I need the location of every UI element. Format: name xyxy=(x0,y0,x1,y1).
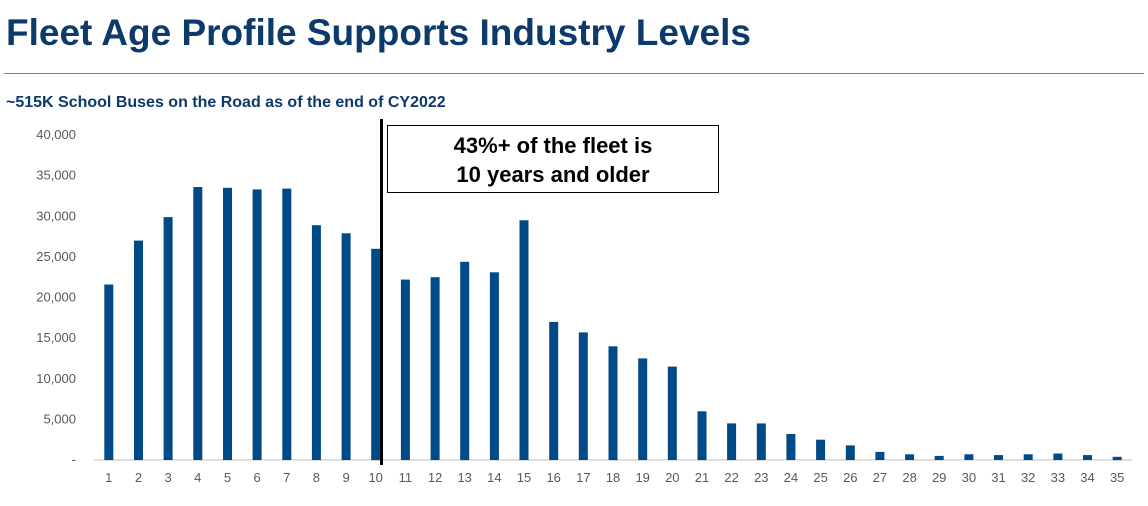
x-tick-label: 25 xyxy=(813,470,827,485)
bar-age-7 xyxy=(282,188,292,460)
chart-subtitle: ~515K School Buses on the Road as of the… xyxy=(6,94,446,111)
x-tick-label: 29 xyxy=(932,470,946,485)
x-tick-label: 20 xyxy=(665,470,679,485)
age-divider-line xyxy=(380,119,383,465)
bar-age-29 xyxy=(934,455,944,460)
bar-age-22 xyxy=(727,423,737,460)
bar-age-8 xyxy=(311,225,321,460)
y-tick-label: 30,000 xyxy=(36,208,76,223)
y-tick-label: 10,000 xyxy=(36,371,76,386)
bar-age-24 xyxy=(786,434,796,460)
bar-age-26 xyxy=(845,445,855,460)
x-tick-label: 9 xyxy=(342,470,349,485)
bar-age-27 xyxy=(875,451,885,460)
bar-age-1 xyxy=(104,284,114,460)
x-tick-label: 24 xyxy=(784,470,798,485)
bar-age-35 xyxy=(1112,456,1122,461)
callout-box: 43%+ of the fleet is 10 years and older xyxy=(387,125,719,193)
x-tick-label: 12 xyxy=(428,470,442,485)
x-tick-label: 15 xyxy=(517,470,531,485)
y-tick-label: 5,000 xyxy=(43,411,76,426)
x-tick-label: 22 xyxy=(724,470,738,485)
x-tick-label: 16 xyxy=(546,470,560,485)
bar-age-28 xyxy=(905,454,915,460)
y-tick-label: 40,000 xyxy=(36,127,76,142)
x-tick-label: 35 xyxy=(1110,470,1124,485)
x-tick-label: 23 xyxy=(754,470,768,485)
y-tick-label: 20,000 xyxy=(36,290,76,305)
x-tick-label: 18 xyxy=(606,470,620,485)
bar-age-21 xyxy=(697,411,707,461)
x-tick-label: 27 xyxy=(873,470,887,485)
callout-line-2: 10 years and older xyxy=(456,162,650,187)
x-tick-label: 19 xyxy=(635,470,649,485)
bar-age-11 xyxy=(400,279,410,460)
bar-age-20 xyxy=(667,366,677,460)
bar-age-33 xyxy=(1053,453,1063,460)
x-tick-label: 33 xyxy=(1051,470,1065,485)
bar-age-25 xyxy=(816,439,826,460)
x-tick-label: 8 xyxy=(313,470,320,485)
bar-age-18 xyxy=(608,346,618,461)
x-tick-label: 32 xyxy=(1021,470,1035,485)
bar-age-3 xyxy=(163,217,173,460)
bar-age-34 xyxy=(1083,455,1092,460)
bar-age-16 xyxy=(549,321,559,460)
title-divider xyxy=(4,73,1144,74)
x-tick-label: 21 xyxy=(695,470,709,485)
bar-age-13 xyxy=(460,261,470,461)
y-tick-label: 25,000 xyxy=(36,249,76,264)
bar-age-31 xyxy=(994,455,1003,460)
x-tick-label: 7 xyxy=(283,470,290,485)
bar-age-17 xyxy=(578,332,588,460)
x-tick-label: 34 xyxy=(1080,470,1094,485)
bar-age-23 xyxy=(756,423,766,460)
bar-age-9 xyxy=(341,233,351,460)
x-tick-label: 14 xyxy=(487,470,501,485)
bar-age-12 xyxy=(430,277,440,460)
y-tick-label: 35,000 xyxy=(36,168,76,183)
bar-age-32 xyxy=(1023,454,1033,460)
bar-age-15 xyxy=(519,220,529,460)
y-tick-label: - xyxy=(72,452,76,467)
x-tick-label: 2 xyxy=(135,470,142,485)
x-tick-label: 3 xyxy=(164,470,171,485)
x-tick-label: 30 xyxy=(962,470,976,485)
bar-age-19 xyxy=(638,358,648,460)
x-tick-label: 5 xyxy=(224,470,231,485)
x-tick-label: 26 xyxy=(843,470,857,485)
x-tick-label: 13 xyxy=(457,470,471,485)
bar-age-6 xyxy=(252,189,262,460)
y-tick-label: 15,000 xyxy=(36,330,76,345)
x-tick-label: 11 xyxy=(399,470,413,485)
x-tick-label: 1 xyxy=(105,470,112,485)
bar-age-30 xyxy=(964,454,974,460)
page-title: Fleet Age Profile Supports Industry Leve… xyxy=(6,12,751,53)
bar-age-4 xyxy=(193,187,203,460)
bar-age-10 xyxy=(371,248,381,461)
x-tick-label: 10 xyxy=(368,470,382,485)
bar-age-2 xyxy=(134,240,143,460)
x-tick-label: 17 xyxy=(576,470,590,485)
x-tick-label: 28 xyxy=(902,470,916,485)
bar-age-14 xyxy=(489,272,499,460)
x-tick-label: 4 xyxy=(194,470,201,485)
callout-line-1: 43%+ of the fleet is xyxy=(453,133,653,158)
x-tick-label: 6 xyxy=(253,470,260,485)
x-tick-label: 31 xyxy=(991,470,1005,485)
bar-age-5 xyxy=(223,187,232,461)
